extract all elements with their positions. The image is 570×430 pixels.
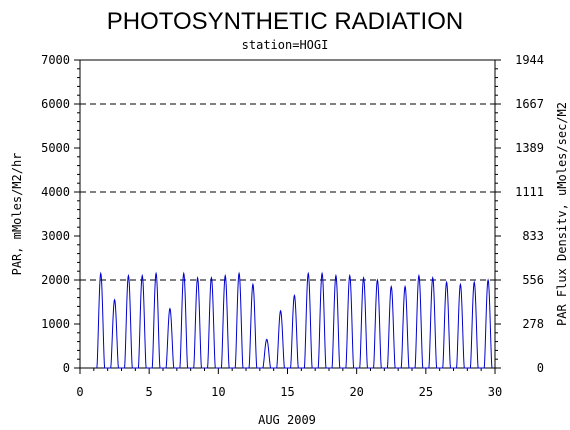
x-tick-label: 30 xyxy=(488,385,502,399)
y-tick-label: 0 xyxy=(63,361,70,375)
y2-tick-label: 0 xyxy=(537,361,544,375)
y2-tick-label: 1944 xyxy=(515,53,544,67)
y2-axis-label: PAR Flux Densitv, uMoles/sec/M2 xyxy=(555,102,569,326)
series-group xyxy=(96,271,493,369)
y2-tick-label: 1389 xyxy=(515,141,544,155)
y2-tick-label: 1111 xyxy=(515,185,544,199)
x-tick-label: 10 xyxy=(211,385,225,399)
x-tick-label: 5 xyxy=(146,385,153,399)
y2-tick-label: 278 xyxy=(522,317,544,331)
y-tick-label: 3000 xyxy=(41,229,70,243)
y2-tick-label: 833 xyxy=(522,229,544,243)
chart-subtitle: station=HOGI xyxy=(242,38,329,52)
right-y-axis: 0 278 556 833 1111 1389 1667 1944 xyxy=(495,53,544,375)
x-tick-label: 0 xyxy=(76,385,83,399)
y-tick-label: 4000 xyxy=(41,185,70,199)
y2-tick-label: 1667 xyxy=(515,97,544,111)
gridlines xyxy=(80,103,495,281)
y2-tick-label: 556 xyxy=(522,273,544,287)
par-series-line xyxy=(96,271,493,369)
plot-frame xyxy=(79,59,496,369)
chart-title: PHOTOSYNTHETIC RADIATION xyxy=(107,8,463,35)
y-tick-label: 6000 xyxy=(41,97,70,111)
x-tick-label: 25 xyxy=(419,385,433,399)
y-axis-label: PAR, mMoles/M2/hr xyxy=(10,153,24,276)
left-y-axis: 0 1000 2000 3000 4000 5000 6000 7000 xyxy=(41,53,80,375)
y-tick-label: 7000 xyxy=(41,53,70,67)
x-tick-label: 20 xyxy=(349,385,363,399)
y-tick-label: 1000 xyxy=(41,317,70,331)
y-tick-label: 5000 xyxy=(41,141,70,155)
y-tick-label: 2000 xyxy=(41,273,70,287)
x-axis: 0 5 10 15 20 25 30 xyxy=(76,368,502,399)
x-axis-label: AUG 2009 xyxy=(258,413,316,427)
x-tick-label: 15 xyxy=(280,385,294,399)
